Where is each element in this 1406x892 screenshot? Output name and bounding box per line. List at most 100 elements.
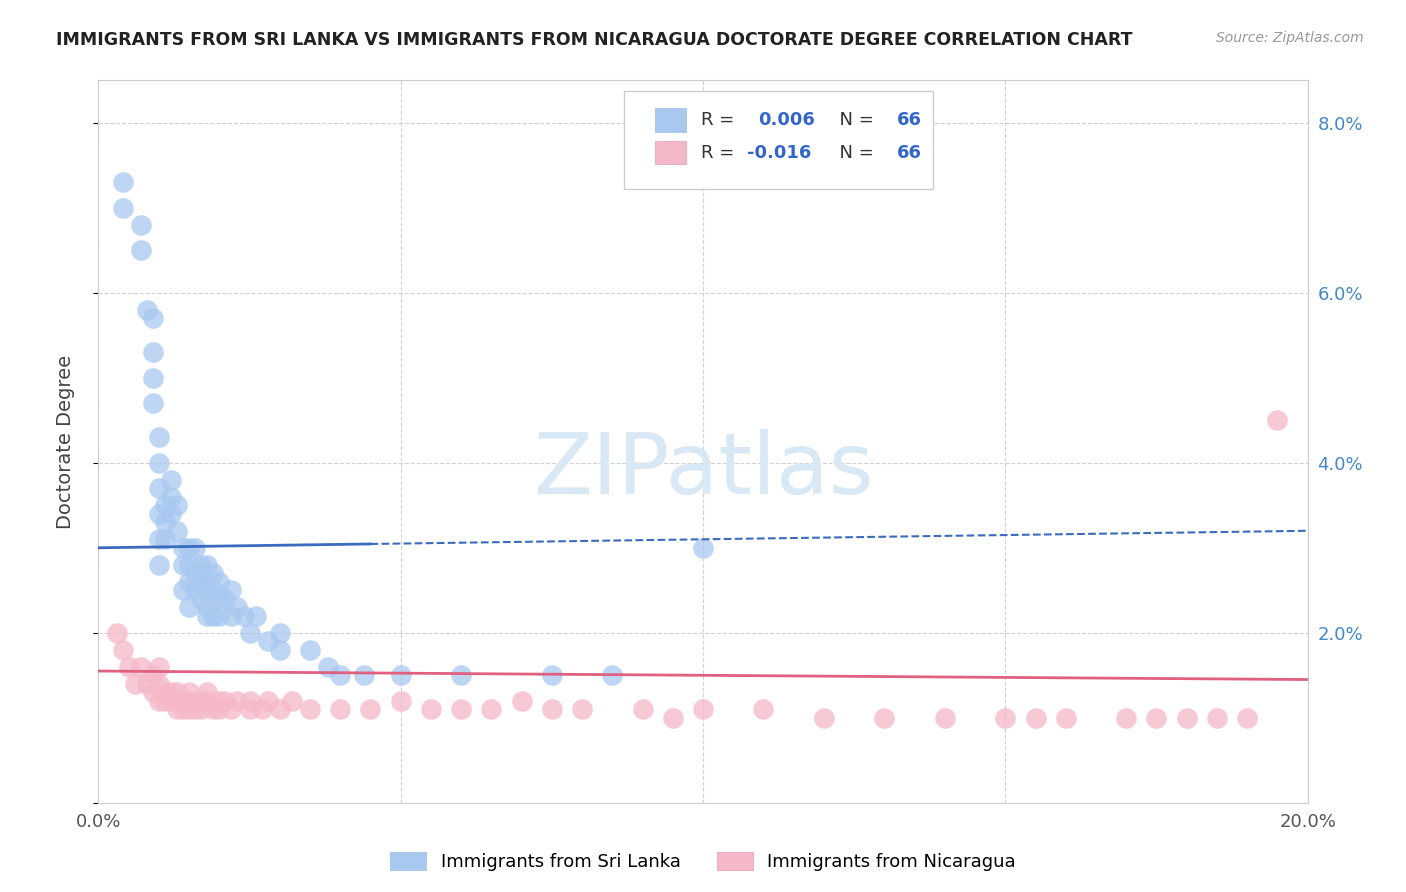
Point: [239, 694, 262, 708]
Point: [142, 396, 165, 410]
Point: [179, 574, 201, 589]
Point: [135, 677, 157, 691]
Text: R =: R =: [700, 111, 740, 129]
Point: [360, 702, 382, 716]
Point: [190, 702, 212, 716]
Text: Source: ZipAtlas.com: Source: ZipAtlas.com: [1216, 31, 1364, 45]
Point: [148, 507, 170, 521]
Point: [221, 608, 243, 623]
Point: [190, 591, 212, 606]
Point: [269, 702, 291, 716]
Point: [221, 702, 243, 716]
Point: [179, 702, 201, 716]
Point: [202, 608, 225, 623]
Point: [692, 702, 714, 716]
Point: [160, 473, 183, 487]
Point: [250, 702, 273, 716]
Legend: Immigrants from Sri Lanka, Immigrants from Nicaragua: Immigrants from Sri Lanka, Immigrants fr…: [382, 845, 1024, 879]
Point: [153, 533, 176, 547]
Point: [602, 668, 624, 682]
Point: [142, 371, 165, 385]
Point: [195, 583, 218, 598]
Point: [105, 625, 128, 640]
Point: [179, 541, 201, 555]
Point: [1024, 711, 1046, 725]
Point: [1054, 711, 1077, 725]
Point: [184, 702, 207, 716]
Point: [160, 490, 183, 504]
Point: [221, 583, 243, 598]
Point: [214, 694, 236, 708]
Point: [226, 600, 249, 615]
Point: [190, 574, 212, 589]
Point: [111, 201, 134, 215]
Point: [208, 574, 231, 589]
Point: [153, 694, 176, 708]
Text: 0.006: 0.006: [759, 111, 815, 129]
Point: [329, 668, 352, 682]
Point: [148, 677, 170, 691]
Point: [256, 634, 278, 648]
Point: [153, 498, 176, 512]
Point: [142, 311, 165, 326]
Point: [190, 558, 212, 572]
Point: [160, 685, 183, 699]
Point: [129, 660, 152, 674]
Point: [226, 694, 249, 708]
Point: [118, 660, 141, 674]
Point: [135, 302, 157, 317]
Point: [316, 660, 339, 674]
Point: [172, 702, 194, 716]
Point: [148, 456, 170, 470]
Point: [752, 702, 775, 716]
Point: [148, 558, 170, 572]
FancyBboxPatch shape: [655, 109, 686, 132]
Point: [111, 175, 134, 189]
Point: [329, 702, 352, 716]
Point: [179, 600, 201, 615]
Point: [540, 668, 562, 682]
Point: [184, 541, 207, 555]
Point: [353, 668, 375, 682]
Point: [1206, 711, 1229, 725]
Point: [166, 685, 188, 699]
Point: [1175, 711, 1198, 725]
Y-axis label: Doctorate Degree: Doctorate Degree: [56, 354, 75, 529]
Point: [166, 498, 188, 512]
Point: [124, 677, 146, 691]
Point: [571, 702, 593, 716]
Point: [111, 642, 134, 657]
Point: [148, 481, 170, 495]
Point: [208, 591, 231, 606]
Point: [195, 600, 218, 615]
Point: [202, 702, 225, 716]
Point: [450, 668, 472, 682]
Point: [1236, 711, 1258, 725]
Point: [232, 608, 254, 623]
Point: [172, 541, 194, 555]
Point: [1267, 413, 1289, 427]
Point: [148, 533, 170, 547]
Point: [190, 694, 212, 708]
Point: [450, 702, 472, 716]
Point: [179, 558, 201, 572]
Point: [202, 566, 225, 581]
Point: [148, 430, 170, 444]
Point: [184, 694, 207, 708]
Point: [172, 694, 194, 708]
Point: [420, 702, 443, 716]
Text: ZIPatlas: ZIPatlas: [533, 429, 873, 512]
Point: [166, 702, 188, 716]
Point: [172, 583, 194, 598]
Point: [195, 694, 218, 708]
Point: [269, 625, 291, 640]
Point: [153, 685, 176, 699]
Point: [481, 702, 503, 716]
Point: [389, 694, 412, 708]
Point: [934, 711, 956, 725]
Point: [202, 583, 225, 598]
Point: [195, 608, 218, 623]
Point: [281, 694, 304, 708]
Text: N =: N =: [828, 144, 879, 161]
Text: N =: N =: [828, 111, 879, 129]
